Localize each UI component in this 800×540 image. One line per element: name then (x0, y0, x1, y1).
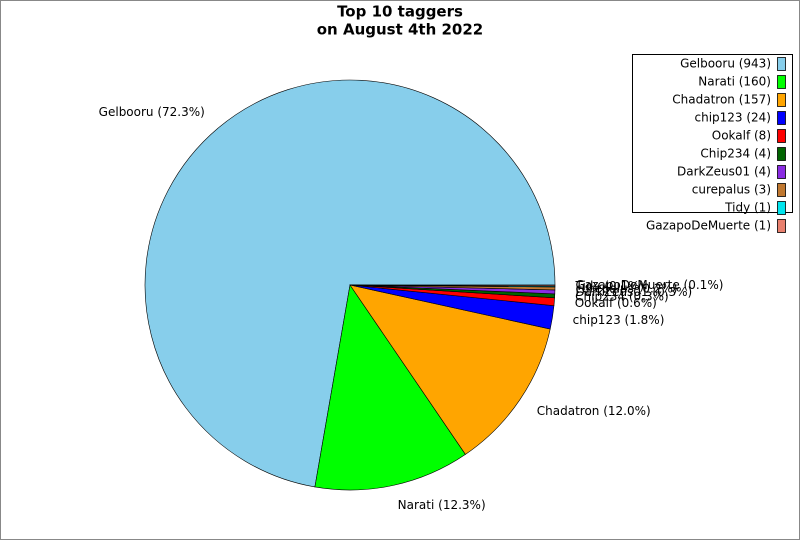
pie-slice (349, 284, 551, 455)
legend-swatch (777, 147, 786, 161)
legend-label: curepalus (3) (692, 183, 771, 197)
legend-swatch (777, 201, 786, 215)
chart-title: Top 10 taggers (337, 3, 463, 21)
slice-label: Narati (12.3%) (398, 498, 486, 512)
legend-box (632, 54, 793, 213)
pie-slice (349, 284, 556, 287)
legend-label: Chip234 (4) (700, 147, 771, 161)
slice-label: chip123 (1.8%) (573, 313, 665, 327)
legend-label: Chadatron (157) (672, 93, 771, 107)
legend-swatch (777, 129, 786, 143)
legend-label: Narati (160) (698, 75, 771, 89)
legend-label: chip123 (24) (694, 111, 771, 125)
legend-label: Gelbooru (943) (680, 57, 771, 71)
legend-swatch (777, 75, 786, 89)
legend-swatch (777, 93, 786, 107)
legend-label: GazapoDeMuerte (1) (646, 219, 771, 233)
slice-label: GazapoDeMuerte (0.1%) (575, 278, 723, 292)
slice-label: Chadatron (12.0%) (537, 404, 651, 418)
slice-label: Tidy (0.1%) (574, 279, 644, 293)
legend-swatch (777, 57, 786, 71)
legend-swatch (777, 111, 786, 125)
pie-slice (314, 284, 466, 491)
slice-label: DarkZeus01 (0.3%) (575, 285, 692, 299)
legend-swatch (777, 165, 786, 179)
legend-swatch (777, 219, 786, 233)
pie-slice (144, 79, 556, 488)
chart-title: on August 4th 2022 (317, 21, 484, 39)
slice-label: Gelbooru (72.3%) (99, 105, 205, 119)
slice-label: curepalus (0.2%) (575, 281, 677, 295)
legend-label: DarkZeus01 (4) (677, 165, 771, 179)
slice-label: Chip234 (0.3%) (575, 289, 669, 303)
legend-swatch (777, 183, 786, 197)
legend-label: Tidy (1) (724, 201, 771, 215)
legend-label: Ookalf (8) (712, 129, 771, 143)
slice-label: Ookalf (0.6%) (575, 296, 657, 310)
